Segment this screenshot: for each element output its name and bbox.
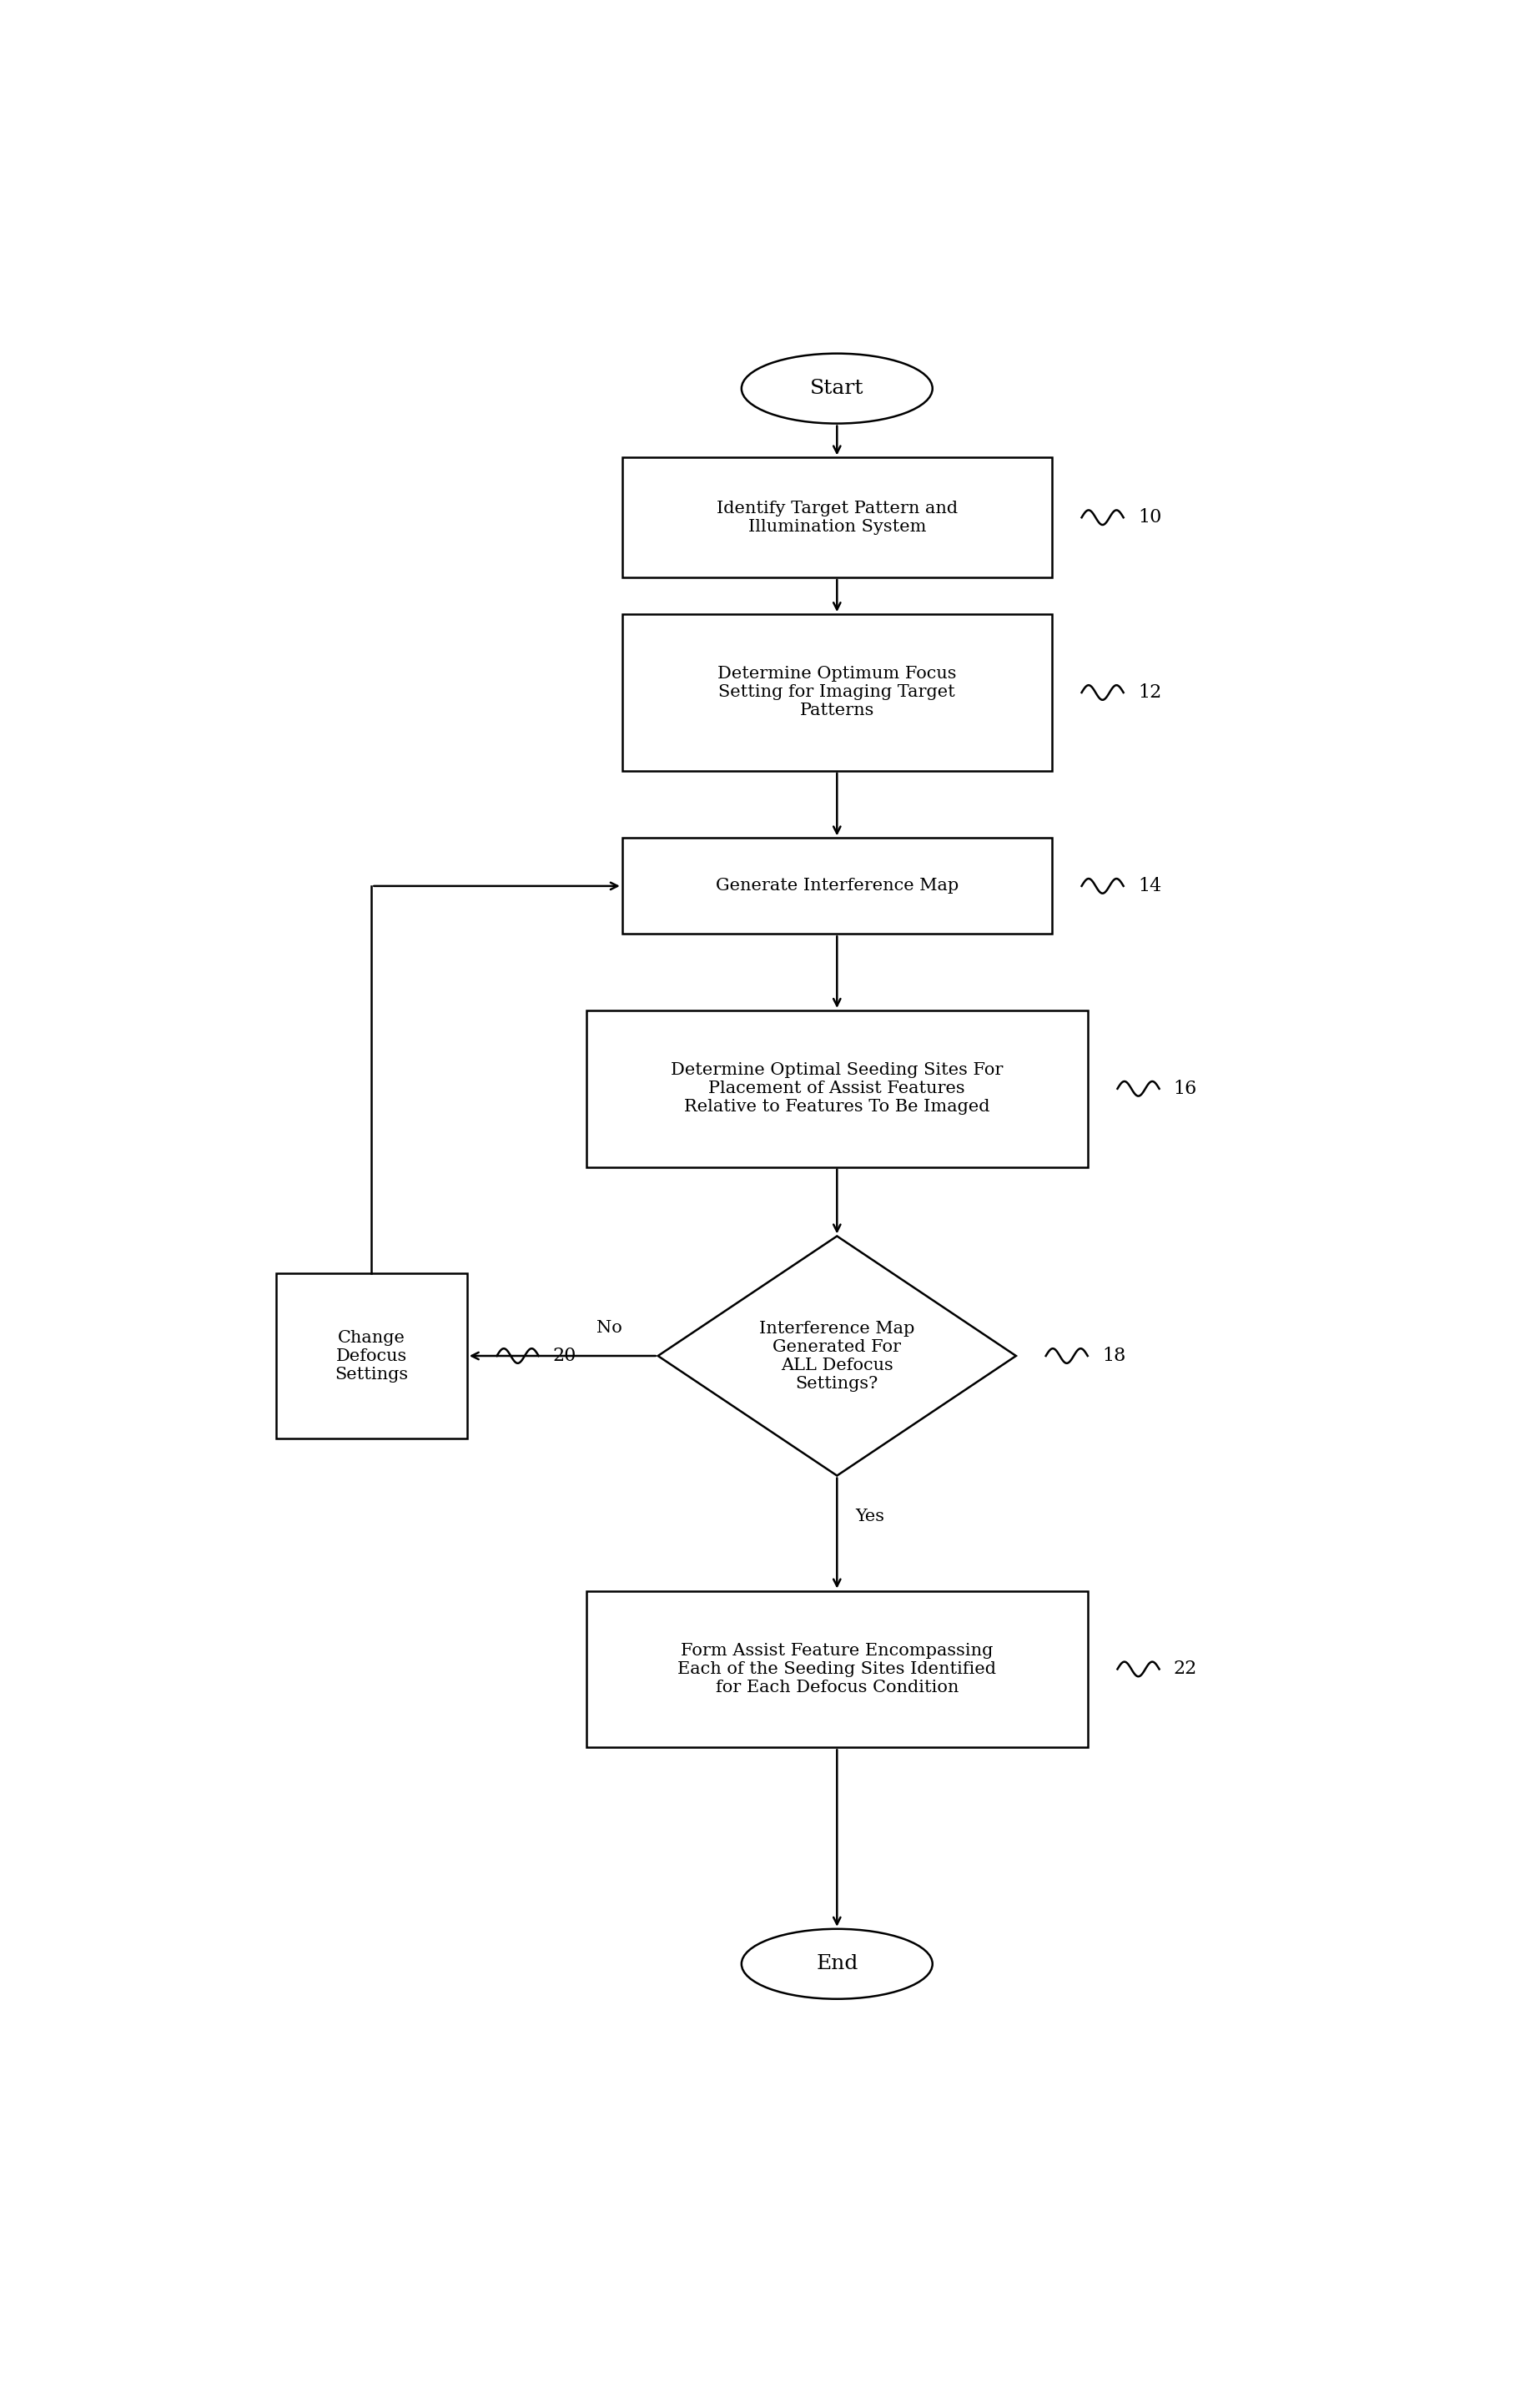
Text: 22: 22 [1173,1661,1197,1677]
Bar [622,457,1052,577]
Text: 16: 16 [1173,1079,1197,1098]
Text: End: End [816,1955,858,1974]
Text: Generate Interference Map: Generate Interference Map [716,878,958,895]
Bar [587,1591,1087,1747]
Text: 14: 14 [1138,876,1161,895]
Text: 20: 20 [553,1347,576,1364]
Text: 18: 18 [1103,1347,1126,1364]
Text: Change
Defocus
Settings: Change Defocus Settings [334,1331,408,1383]
Text: Form Assist Feature Encompassing
Each of the Seeding Sites Identified
for Each D: Form Assist Feature Encompassing Each of… [678,1644,996,1694]
Bar [622,615,1052,771]
Bar [622,838,1052,933]
Text: 12: 12 [1138,684,1161,701]
Text: Determine Optimum Focus
Setting for Imaging Target
Patterns: Determine Optimum Focus Setting for Imag… [718,665,956,718]
Text: Determine Optimal Seeding Sites For
Placement of Assist Features
Relative to Fea: Determine Optimal Seeding Sites For Plac… [671,1062,1003,1115]
Text: Start: Start [810,378,864,397]
Text: No: No [596,1321,622,1335]
Text: Interference Map
Generated For
ALL Defocus
Settings?: Interference Map Generated For ALL Defoc… [759,1321,915,1390]
Bar [587,1010,1087,1168]
Text: Yes: Yes [855,1510,884,1524]
Text: Identify Target Pattern and
Illumination System: Identify Target Pattern and Illumination… [716,500,958,534]
Bar [276,1273,467,1438]
Text: 10: 10 [1138,507,1161,526]
